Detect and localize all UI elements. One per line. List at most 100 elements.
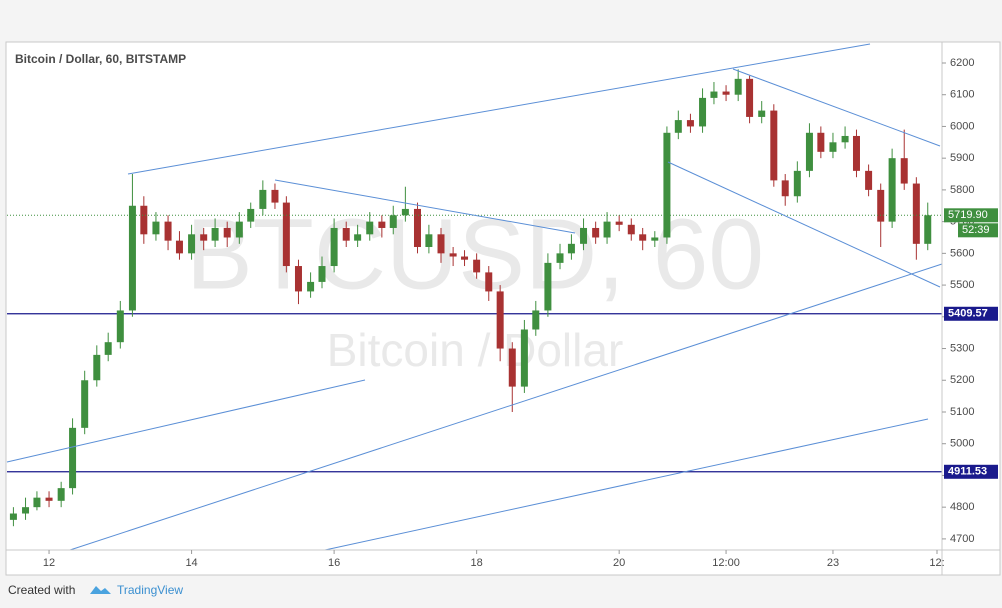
candle-body [366, 221, 374, 235]
trend-line [274, 179, 576, 234]
y-tick-label: 5000 [950, 438, 974, 450]
candle-body [152, 221, 160, 235]
candle-body [140, 205, 148, 235]
candle-body [592, 227, 600, 238]
y-tick-label: 4700 [950, 533, 974, 545]
candle-body [22, 507, 30, 514]
candle-body [378, 221, 386, 228]
trend-line [69, 263, 943, 551]
candle-body [805, 132, 813, 171]
candle-body [639, 234, 647, 241]
candle-body [556, 253, 564, 263]
candle-body [912, 183, 920, 244]
candle-body [603, 221, 611, 238]
trend-line [127, 43, 871, 175]
candle-body [271, 189, 279, 203]
y-tick-label: 6100 [950, 89, 974, 101]
candle-body [770, 110, 778, 181]
price-tag-label: 4911.53 [948, 466, 987, 478]
footer-prefix: Created with [8, 583, 75, 597]
y-tick-label: 4800 [950, 501, 974, 513]
candle-body [781, 180, 789, 197]
candle-body [294, 266, 302, 292]
candle-body [223, 227, 231, 238]
candle-body [9, 513, 17, 520]
trend-lines [6, 43, 943, 551]
last-price-label: 5719.90 [948, 209, 988, 221]
chart-title: Bitcoin / Dollar, 60, BITSTAMP [15, 52, 186, 66]
candle-body [852, 135, 860, 171]
candle-body [282, 202, 290, 267]
candle-body [758, 110, 766, 117]
trend-line [732, 68, 941, 147]
trend-line [667, 161, 941, 288]
x-tick-label: 12 [43, 557, 55, 569]
candle-body [413, 208, 421, 248]
y-tick-label: 5500 [950, 279, 974, 291]
candle-body [45, 497, 53, 501]
footer-bar [0, 576, 1002, 608]
candle-body [877, 189, 885, 222]
trend-line [6, 379, 366, 463]
price-tag [944, 464, 998, 479]
candle-body [793, 170, 801, 197]
candle-body [567, 243, 575, 254]
candle-body [318, 266, 326, 282]
trend-line [324, 418, 929, 551]
x-tick-label: 12:00 [712, 557, 740, 569]
candle-body [699, 97, 707, 127]
x-tick-label: 23 [827, 557, 839, 569]
price-tag-label: 5409.57 [948, 308, 988, 320]
candle-body [841, 135, 849, 143]
candle-body [211, 227, 219, 241]
candle-body [746, 78, 754, 117]
candle-body [330, 227, 338, 267]
candle-body [175, 240, 183, 254]
y-tick-label: 5900 [950, 152, 974, 164]
candle-body [354, 234, 362, 241]
countdown-tag [958, 223, 998, 238]
candle-body [496, 291, 504, 349]
candle-body [473, 259, 481, 273]
countdown-label: 52:39 [962, 224, 990, 236]
candle-body [69, 427, 77, 489]
x-tick-label: 18 [471, 557, 483, 569]
y-tick-label: 6000 [950, 120, 974, 132]
candle-body [342, 227, 350, 241]
candle-body [461, 256, 469, 260]
candle-body [188, 234, 196, 254]
candle-body [734, 78, 742, 95]
x-tick-label: 12: [929, 557, 944, 569]
candle-body [674, 120, 682, 133]
y-tick-label: 5600 [950, 247, 974, 259]
candle-body [520, 329, 528, 387]
x-tick-label: 20 [613, 557, 625, 569]
candle-body [580, 227, 588, 244]
y-tick-label: 5100 [950, 406, 974, 418]
candle-body [686, 120, 694, 127]
candle-body [710, 91, 718, 98]
candle-body [389, 215, 397, 228]
candle-body [829, 142, 837, 152]
candle-body [544, 262, 552, 311]
candle-body [449, 253, 457, 257]
candle-body [888, 158, 896, 222]
y-tick-label: 5800 [950, 184, 974, 196]
x-tick-label: 16 [328, 557, 340, 569]
footer-brand[interactable]: TradingView [117, 583, 183, 597]
candle-body [93, 354, 101, 381]
candle-body [116, 310, 124, 343]
candle-body [663, 132, 671, 238]
candle-body [307, 281, 315, 292]
y-tick-label: 6200 [950, 57, 974, 69]
candle-body [164, 221, 172, 241]
watermark-subtitle: Bitcoin / Dollar [327, 324, 624, 376]
candle-body [485, 272, 493, 292]
candle-body [627, 224, 635, 235]
x-tick-label: 14 [185, 557, 197, 569]
brand-icon [90, 586, 111, 594]
candle-body [104, 342, 112, 355]
candle-body [532, 310, 540, 330]
